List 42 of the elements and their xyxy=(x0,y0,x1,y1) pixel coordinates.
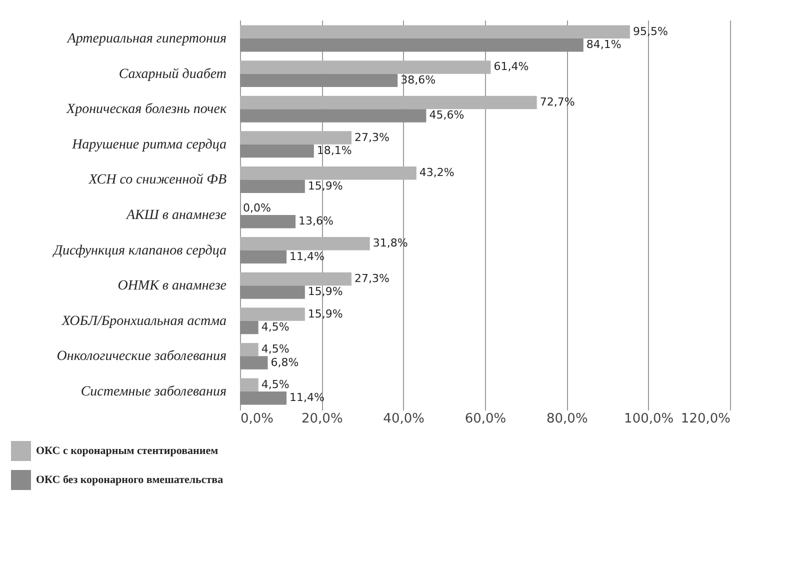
data-label: 38,6% xyxy=(400,73,436,86)
x-tick-label: 120,0% xyxy=(680,412,730,426)
x-tick-label: 0,0% xyxy=(240,412,274,426)
data-label: 18,1% xyxy=(316,144,352,158)
data-label: 4,5% xyxy=(261,320,290,334)
data-label: 61,4% xyxy=(494,60,529,74)
y-tick-label: Дисфункция клапанов сердца xyxy=(52,243,226,258)
y-tick-label: Онкологические заболевания xyxy=(56,349,226,364)
x-tick-label: 20,0% xyxy=(302,412,343,426)
data-label: 43,2% xyxy=(419,166,454,180)
data-label: 13,6% xyxy=(298,214,334,228)
y-tick-label: Нарушение ритма сердца xyxy=(71,137,226,152)
data-label: 4,5% xyxy=(261,342,290,356)
data-label: 72,7% xyxy=(540,96,575,108)
y-tick-label: Системные заболевания xyxy=(80,384,226,400)
x-tick-label: 40,0% xyxy=(383,412,424,426)
data-label: 31,8% xyxy=(372,236,408,250)
y-tick-label: Артериальная гипертония xyxy=(66,32,226,47)
y-tick-label: Сахарный диабет xyxy=(118,66,226,82)
y-tick-label: ХСН со сниженной ФВ xyxy=(88,172,227,188)
legend-label: ОКС без коронарного вмешательства xyxy=(36,474,224,486)
data-label: 15,9% xyxy=(308,285,343,298)
data-label: 15,9% xyxy=(308,179,343,192)
x-tick-label: 100,0% xyxy=(624,412,674,426)
x-tick-label: 60,0% xyxy=(464,412,506,426)
legend-label: ОКС с коронарным стентированием xyxy=(36,445,219,457)
data-label: 84,1% xyxy=(586,38,622,52)
data-label: 27,3% xyxy=(354,130,390,144)
data-label: 27,3% xyxy=(354,272,390,285)
data-label: 6,8% xyxy=(270,356,299,369)
data-label: 15,9% xyxy=(308,307,343,320)
y-tick-label: ОНМК в анамнезе xyxy=(118,278,226,294)
data-label: 0,0% xyxy=(243,201,271,214)
data-label: 4,5% xyxy=(261,378,290,391)
y-tick-label: ХОБЛ/Бронхиальная астма xyxy=(60,314,226,329)
data-label: 11,4% xyxy=(290,391,325,404)
data-label: 45,6% xyxy=(429,108,464,122)
x-tick-label: 80,0% xyxy=(546,412,588,426)
y-tick-label: Хроническая болезнь почек xyxy=(66,102,227,118)
y-tick-label: АКШ в анамнезе xyxy=(125,208,226,223)
data-label: 11,4% xyxy=(290,250,325,263)
data-label: 95,5% xyxy=(632,24,668,38)
